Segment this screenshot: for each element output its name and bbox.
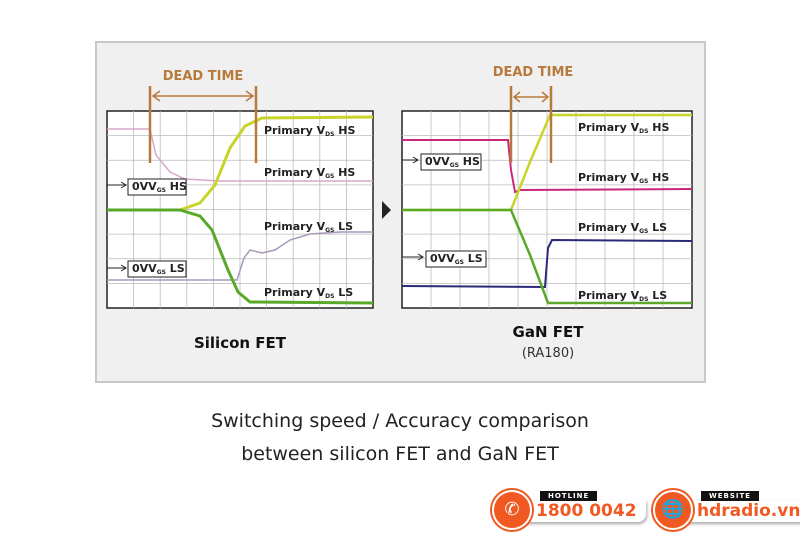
zero-arrows: [402, 156, 424, 261]
zero-arrows: [107, 181, 127, 272]
dead-time-arrow: [151, 90, 255, 102]
zero-level-box: [420, 153, 482, 171]
trace-label: Primary VDS HS: [264, 124, 355, 138]
zero-level-box: [425, 250, 487, 268]
trace-vds-ls: [107, 208, 374, 305]
gan-subcaption: (RA180): [522, 346, 574, 361]
trace-label: Primary VDS LS: [264, 286, 353, 300]
globe-icon: 🌐: [653, 490, 693, 530]
gan-caption: GaN FET: [513, 323, 585, 341]
title-line-2: between silicon FET and GaN FET: [241, 443, 559, 465]
website-tag: WEBSITE: [701, 491, 760, 501]
hotline-tag: HOTLINE: [540, 491, 598, 501]
zero-level-label: 0VVGS LS: [430, 252, 483, 266]
zero-level-box: [127, 178, 187, 196]
trace-label: Primary VDS HS: [578, 121, 669, 135]
trace-vgs-ls: [401, 238, 693, 289]
trace-vds-hs: [107, 115, 374, 212]
trace-label: Primary VGS LS: [264, 220, 353, 234]
trace-label: Primary VDS LS: [578, 289, 667, 303]
trace-label: Primary VGS HS: [578, 171, 669, 185]
trace-vds-ls: [402, 208, 692, 305]
trace-label: Primary VGS LS: [578, 221, 667, 235]
arrow-right-icon: [382, 201, 391, 219]
dead-time-label: DEAD TIME: [493, 65, 574, 80]
silicon-scope: DEAD TIME Primary VDS HS Primary VGS HS Pr…: [106, 69, 374, 352]
dead-time-arrow: [512, 91, 550, 103]
gan-scope: DEAD TIME Primary VDS HS Primary VGS HS Pr…: [401, 65, 693, 361]
silicon-caption: Silicon FET: [194, 334, 287, 352]
zero-level-label: 0VVGS LS: [132, 262, 185, 276]
dead-time-label: DEAD TIME: [163, 69, 244, 84]
website-link[interactable]: hdradio.vn: [683, 500, 800, 522]
hotline-number[interactable]: 1800 0042: [522, 500, 646, 522]
trace-vgs-hs: [402, 139, 693, 194]
phone-icon: ✆: [492, 490, 532, 530]
trace-label: Primary VGS HS: [264, 166, 355, 180]
zero-level-box: [127, 260, 187, 278]
zero-level-label: 0VVGS HS: [132, 180, 187, 194]
title-line-1: Switching speed / Accuracy comparison: [211, 410, 589, 432]
zero-level-label: 0VVGS HS: [425, 155, 480, 169]
trace-vgs-ls: [107, 231, 373, 281]
